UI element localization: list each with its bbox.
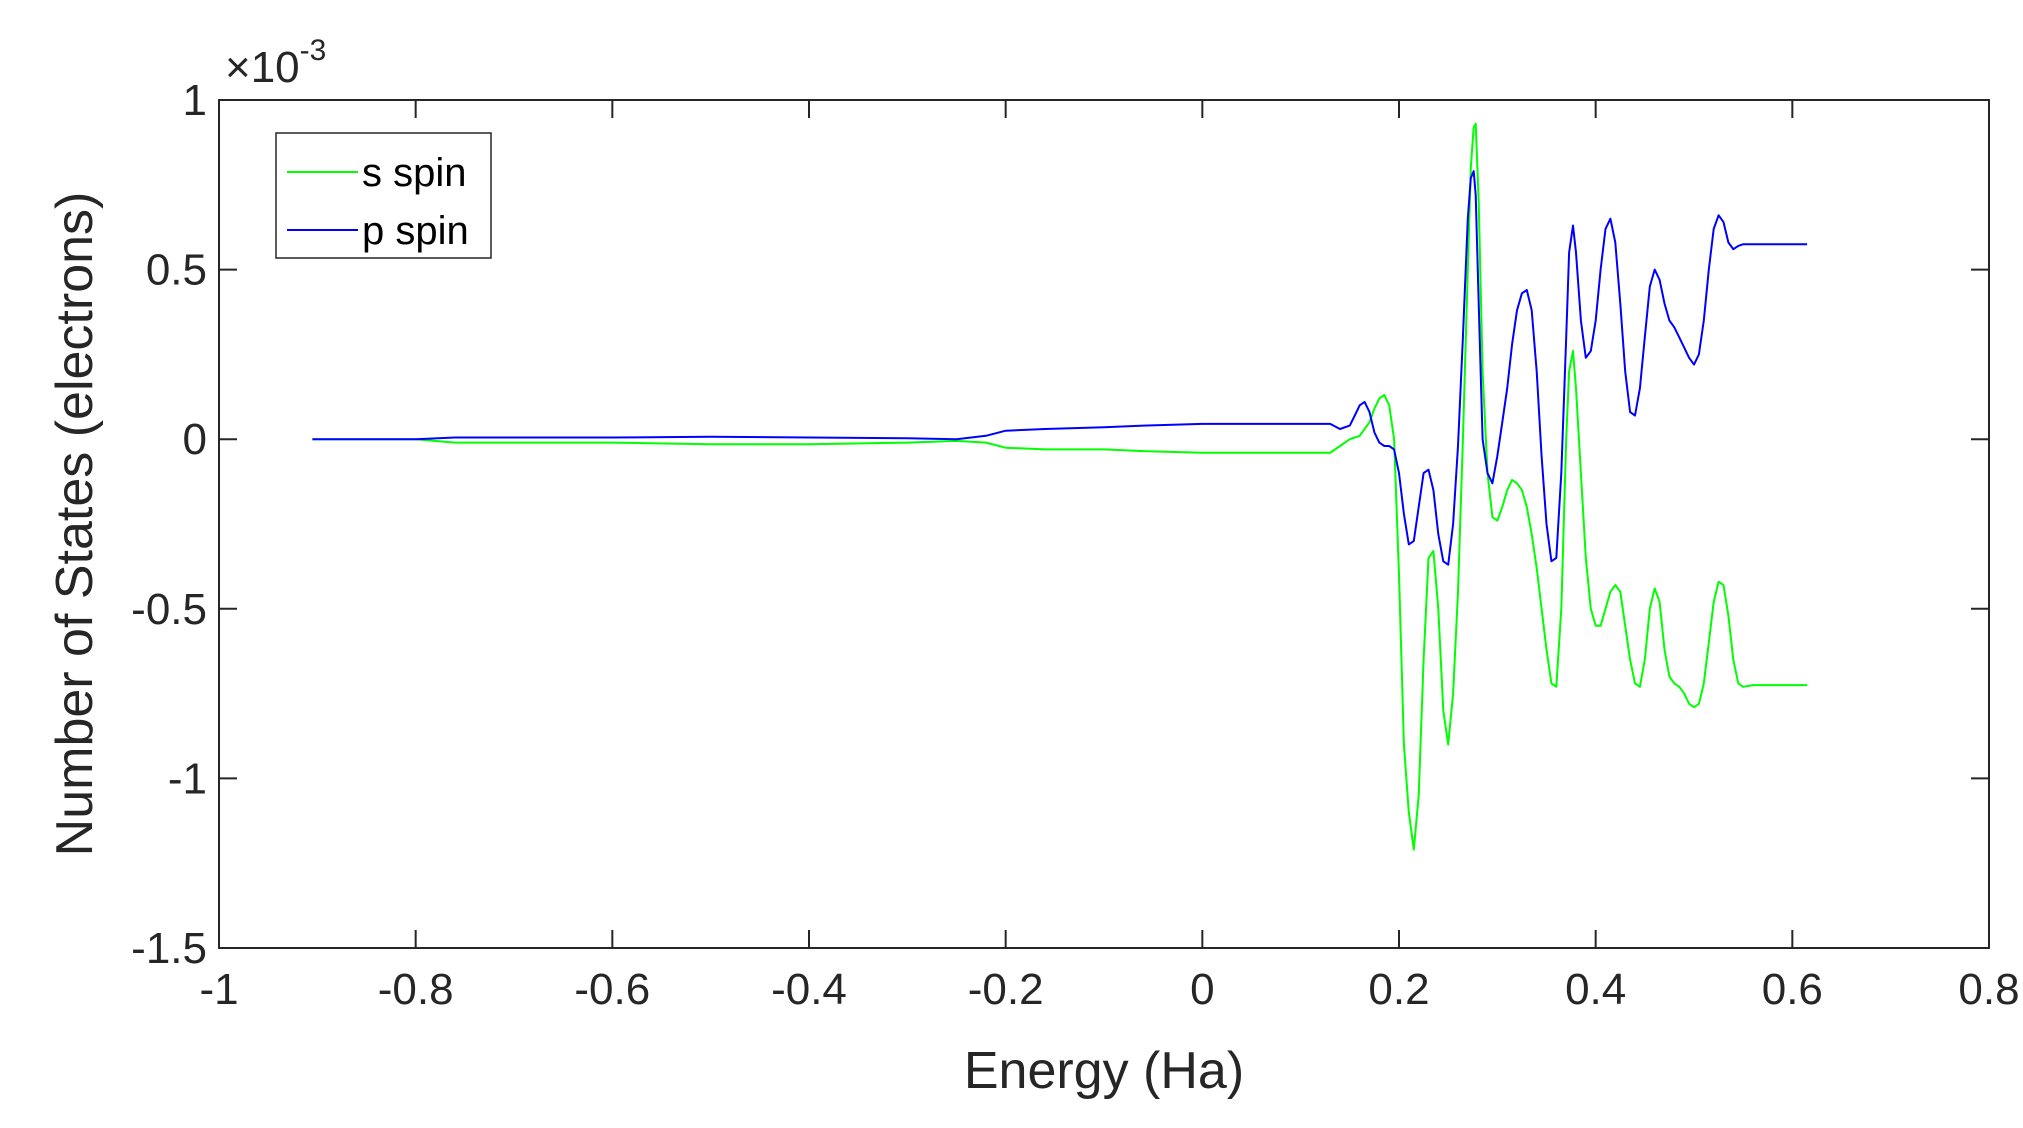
y-multiplier: ×10-3 (225, 34, 326, 92)
x-tick-label: 0.2 (1368, 965, 1429, 1014)
legend-label-p-spin: p spin (362, 209, 469, 253)
x-tick-label: 0.4 (1565, 965, 1626, 1014)
x-tick-label: -0.2 (968, 965, 1044, 1014)
series-line-s-spin (312, 122, 1808, 851)
plot-frame (218, 99, 1990, 949)
y-multiplier-exponent: -3 (300, 34, 327, 67)
y-axis-title: Number of States (electrons) (46, 192, 104, 857)
x-tick-label: -0.6 (574, 965, 650, 1014)
legend-box (275, 132, 492, 259)
legend-label-s-spin: s spin (362, 151, 467, 195)
x-tick-label: 0.6 (1762, 965, 1823, 1014)
x-tick-label: 0.8 (1958, 965, 2019, 1014)
x-tick-label: -0.8 (378, 965, 454, 1014)
series-layer (312, 122, 1808, 851)
y-tick-label: 0 (183, 415, 207, 464)
y-tick-label: -1.5 (131, 924, 207, 973)
x-tick-label: -1 (199, 965, 238, 1014)
x-ticks: -1 -0.8 -0.6 -0.4 -0.2 0 0.2 0.4 0.6 0.8 (199, 100, 2020, 1014)
y-tick-label: 0.5 (146, 246, 207, 295)
x-tick-label: -0.4 (771, 965, 847, 1014)
y-tick-label: -0.5 (131, 585, 207, 634)
series-line-p-spin (312, 170, 1808, 566)
y-tick-label: -1 (168, 754, 207, 803)
x-axis-title: Energy (Ha) (964, 1042, 1244, 1100)
y-tick-label: 1 (183, 76, 207, 125)
x-tick-label: 0 (1190, 965, 1214, 1014)
y-ticks: -1.5 -1 -0.5 0 0.5 1 (131, 76, 1989, 973)
legend: s spin p spin (275, 132, 492, 259)
plot-area (219, 100, 1989, 948)
y-multiplier-base: ×10 (225, 43, 300, 92)
